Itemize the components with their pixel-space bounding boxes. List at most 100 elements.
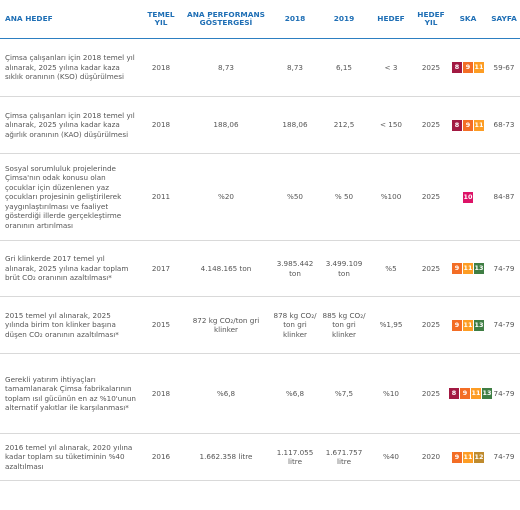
base-year-cell: 2018 — [140, 38, 182, 97]
sdg-cell: 9 11 13 — [448, 296, 488, 354]
page-cell: 84-87 — [488, 153, 520, 241]
target-cell: < 150 — [368, 96, 414, 154]
kpi-cell: 8,73 — [182, 38, 270, 97]
target-description: 2015 temel yıl alınarak, 2025 yılında bi… — [0, 296, 140, 354]
target-year-cell: 2025 — [414, 353, 448, 434]
value-2018-cell: 3.985.442 ton — [270, 240, 320, 297]
sdg-badge-13: 13 — [482, 388, 492, 399]
sdg-badge-9: 9 — [463, 62, 473, 73]
sustainability-targets-table: ANA HEDEF TEMEL YIL ANA PERFORMANS GÖSTE… — [0, 0, 520, 481]
base-year-cell: 2016 — [140, 433, 182, 481]
value-2019-cell: 212,5 — [320, 96, 368, 154]
page-cell: 74-79 — [488, 353, 520, 434]
sdg-badge-11: 11 — [474, 62, 484, 73]
target-description: Sosyal sorumluluk projelerinde Çimsa'nın… — [0, 153, 140, 241]
table-row: Sosyal sorumluluk projelerinde Çimsa'nın… — [0, 153, 520, 241]
value-2018-cell: 8,73 — [270, 38, 320, 97]
sdg-badge-11: 11 — [463, 263, 473, 274]
sdg-badge-8: 8 — [449, 388, 459, 399]
target-cell: %1,95 — [368, 296, 414, 354]
header-target-year: HEDEF YIL — [414, 0, 448, 39]
header-2018: 2018 — [270, 0, 320, 39]
header-row: ANA HEDEF TEMEL YIL ANA PERFORMANS GÖSTE… — [0, 0, 520, 39]
sdg-badge-9: 9 — [452, 451, 462, 463]
header-base-year: TEMEL YIL — [140, 0, 182, 39]
base-year-cell: 2015 — [140, 296, 182, 354]
header-sdg: SKA — [448, 0, 488, 39]
sdg-badge-9: 9 — [452, 263, 462, 274]
value-2018-cell: %6,8 — [270, 353, 320, 434]
value-2019-cell: 6,15 — [320, 38, 368, 97]
table-row: Gerekli yatırım ihtiyaçları tamamlanarak… — [0, 353, 520, 434]
sdg-cell: 10 — [448, 153, 488, 241]
header-target: HEDEF — [368, 0, 414, 39]
target-cell: < 3 — [368, 38, 414, 97]
value-2018-cell: %50 — [270, 153, 320, 241]
value-2019-cell: 885 kg CO₂/ ton gri klinker — [320, 296, 368, 354]
sdg-cell: 8 9 11 13 — [448, 353, 492, 434]
header-kpi: ANA PERFORMANS GÖSTERGESİ — [182, 0, 270, 39]
table-row: 2016 temel yıl alınarak, 2020 yılına kad… — [0, 433, 520, 481]
sdg-badge-13: 13 — [474, 319, 484, 331]
sdg-cell: 8 9 11 — [448, 38, 488, 97]
value-2019-cell: 3.499.109 ton — [320, 240, 368, 297]
target-cell: %10 — [368, 353, 414, 434]
target-year-cell: 2025 — [414, 38, 448, 97]
target-description: Gri klinkerde 2017 temel yıl alınarak, 2… — [0, 240, 140, 297]
page-cell: 74-79 — [488, 240, 520, 297]
kpi-cell: %6,8 — [182, 353, 270, 434]
sdg-badge-9: 9 — [463, 119, 473, 131]
page-cell: 74-79 — [488, 433, 520, 481]
table-row: 2015 temel yıl alınarak, 2025 yılında bi… — [0, 296, 520, 354]
target-description: 2016 temel yıl alınarak, 2020 yılına kad… — [0, 433, 140, 481]
sdg-badge-9: 9 — [460, 388, 470, 399]
table-row: Çimsa çalışanları için 2018 temel yıl al… — [0, 96, 520, 154]
base-year-cell: 2011 — [140, 153, 182, 241]
sdg-badge-9: 9 — [452, 319, 462, 331]
target-cell: %5 — [368, 240, 414, 297]
sdg-badge-11: 11 — [463, 451, 473, 463]
base-year-cell: 2018 — [140, 96, 182, 154]
page-cell: 59-67 — [488, 38, 520, 97]
sdg-cell: 9 11 13 — [448, 240, 488, 297]
page-cell: 74-79 — [488, 296, 520, 354]
base-year-cell: 2017 — [140, 240, 182, 297]
target-year-cell: 2025 — [414, 153, 448, 241]
target-cell: %100 — [368, 153, 414, 241]
sdg-badge-10: 10 — [463, 191, 473, 203]
base-year-cell: 2018 — [140, 353, 182, 434]
target-description: Gerekli yatırım ihtiyaçları tamamlanarak… — [0, 353, 140, 434]
target-description: Çimsa çalışanları için 2018 temel yıl al… — [0, 96, 140, 154]
sdg-cell: 9 11 12 — [448, 433, 488, 481]
value-2019-cell: % 50 — [320, 153, 368, 241]
sdg-badge-11: 11 — [463, 319, 473, 331]
sdg-badge-8: 8 — [452, 119, 462, 131]
target-year-cell: 2020 — [414, 433, 448, 481]
target-cell: %40 — [368, 433, 414, 481]
sdg-badge-11: 11 — [474, 119, 484, 131]
kpi-cell: 1.662.358 litre — [182, 433, 270, 481]
sdg-badge-8: 8 — [452, 62, 462, 73]
table-row: Gri klinkerde 2017 temel yıl alınarak, 2… — [0, 240, 520, 297]
target-year-cell: 2025 — [414, 96, 448, 154]
target-year-cell: 2025 — [414, 240, 448, 297]
page-cell: 68-73 — [488, 96, 520, 154]
value-2018-cell: 188,06 — [270, 96, 320, 154]
kpi-cell: %20 — [182, 153, 270, 241]
value-2019-cell: %7,5 — [320, 353, 368, 434]
target-year-cell: 2025 — [414, 296, 448, 354]
value-2018-cell: 1.117.055 litre — [270, 433, 320, 481]
sdg-cell: 8 9 11 — [448, 96, 488, 154]
table-row: Çimsa çalışanları için 2018 temel yıl al… — [0, 38, 520, 97]
header-page: SAYFA — [488, 0, 520, 39]
sdg-badge-11: 11 — [471, 388, 481, 399]
value-2019-cell: 1.671.757 litre — [320, 433, 368, 481]
target-description: Çimsa çalışanları için 2018 temel yıl al… — [0, 38, 140, 97]
kpi-cell: 4.148.165 ton — [182, 240, 270, 297]
sdg-badge-12: 12 — [474, 451, 484, 463]
sdg-badge-13: 13 — [474, 263, 484, 274]
value-2018-cell: 878 kg CO₂/ ton gri klinker — [270, 296, 320, 354]
header-2019: 2019 — [320, 0, 368, 39]
kpi-cell: 188,06 — [182, 96, 270, 154]
